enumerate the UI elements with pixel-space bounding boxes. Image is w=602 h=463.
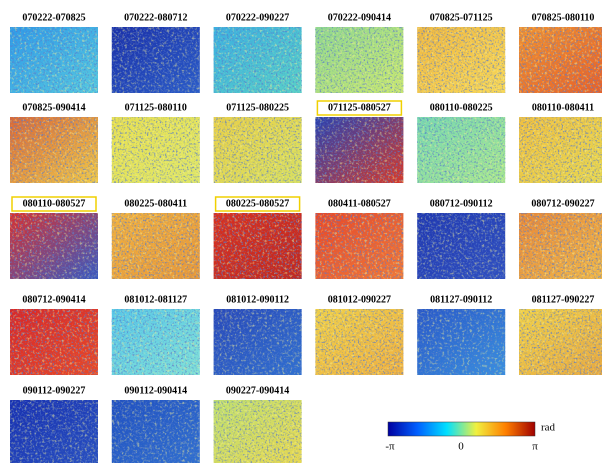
panel-texture <box>10 117 98 183</box>
panel-texture <box>214 213 302 279</box>
panel-label: 081127-090227 <box>532 294 595 305</box>
panel-label: 071125-080225 <box>226 102 289 113</box>
panel-texture <box>214 400 302 463</box>
panel-texture <box>112 27 200 93</box>
panel-label: 080110-080225 <box>430 102 493 113</box>
panel-label: 070222-080712 <box>124 12 187 23</box>
panel-label: 070825-071125 <box>430 12 493 23</box>
panel-texture <box>315 309 403 375</box>
panel-label: 090112-090414 <box>124 385 187 396</box>
panel-label: 080110-080411 <box>532 102 594 113</box>
panel-texture <box>214 27 302 93</box>
panel-label: 090227-090414 <box>226 385 289 396</box>
panel-label: 080225-080527 <box>226 198 289 209</box>
panel-label: 080712-090112 <box>430 198 493 209</box>
colorbar-unit: rad <box>541 422 556 434</box>
panel-texture <box>315 117 403 183</box>
panel-texture <box>214 117 302 183</box>
colorbar-scale <box>388 422 535 436</box>
colorbar-max: π <box>532 441 538 453</box>
panel-texture <box>417 27 505 93</box>
panel-label: 070222-090414 <box>328 12 391 23</box>
panel-label: 081012-090227 <box>328 294 391 305</box>
panel-texture <box>112 117 200 183</box>
panel-texture <box>519 117 602 183</box>
panel-texture <box>214 309 302 375</box>
panel-texture <box>10 400 98 463</box>
panel-texture <box>112 400 200 463</box>
panel-label: 080411-080527 <box>328 198 391 209</box>
panel-label: 080225-080411 <box>124 198 187 209</box>
colorbar: -π 0 π rad <box>385 422 555 453</box>
panel-label: 090112-090227 <box>23 385 86 396</box>
panel-label: 081012-081127 <box>124 294 187 305</box>
panel-texture <box>315 27 403 93</box>
panel-label: 070825-090414 <box>22 102 85 113</box>
panel-texture <box>519 27 602 93</box>
colorbar-min: -π <box>385 441 395 453</box>
panel-label: 070222-070825 <box>22 12 85 23</box>
panel-texture <box>10 27 98 93</box>
panel-texture <box>112 309 200 375</box>
panel-texture <box>519 309 602 375</box>
page: -π 0 π rad 070222-070825 070222-080712 070… <box>0 0 602 463</box>
panel-label: 071125-080110 <box>125 102 187 113</box>
panel-label: 080110-080527 <box>23 198 86 209</box>
panel-texture <box>10 213 98 279</box>
panel-texture <box>417 117 505 183</box>
panel-label: 070222-090227 <box>226 12 289 23</box>
panel-label: 080712-090414 <box>22 294 85 305</box>
panel-texture <box>417 213 505 279</box>
panel-label: 070825-080110 <box>532 12 595 23</box>
panel-label: 081127-090112 <box>430 294 492 305</box>
panel-label: 071125-080527 <box>328 102 391 113</box>
panel-texture <box>10 309 98 375</box>
panel-label: 080712-090227 <box>531 198 594 209</box>
panel-label: 081012-090112 <box>226 294 289 305</box>
figure: -π 0 π rad 070222-070825 070222-080712 070… <box>0 0 602 463</box>
panel-texture <box>519 213 602 279</box>
panel-texture <box>417 309 505 375</box>
panel-texture <box>112 213 200 279</box>
colorbar-mid: 0 <box>458 441 464 453</box>
panel-texture <box>315 213 403 279</box>
